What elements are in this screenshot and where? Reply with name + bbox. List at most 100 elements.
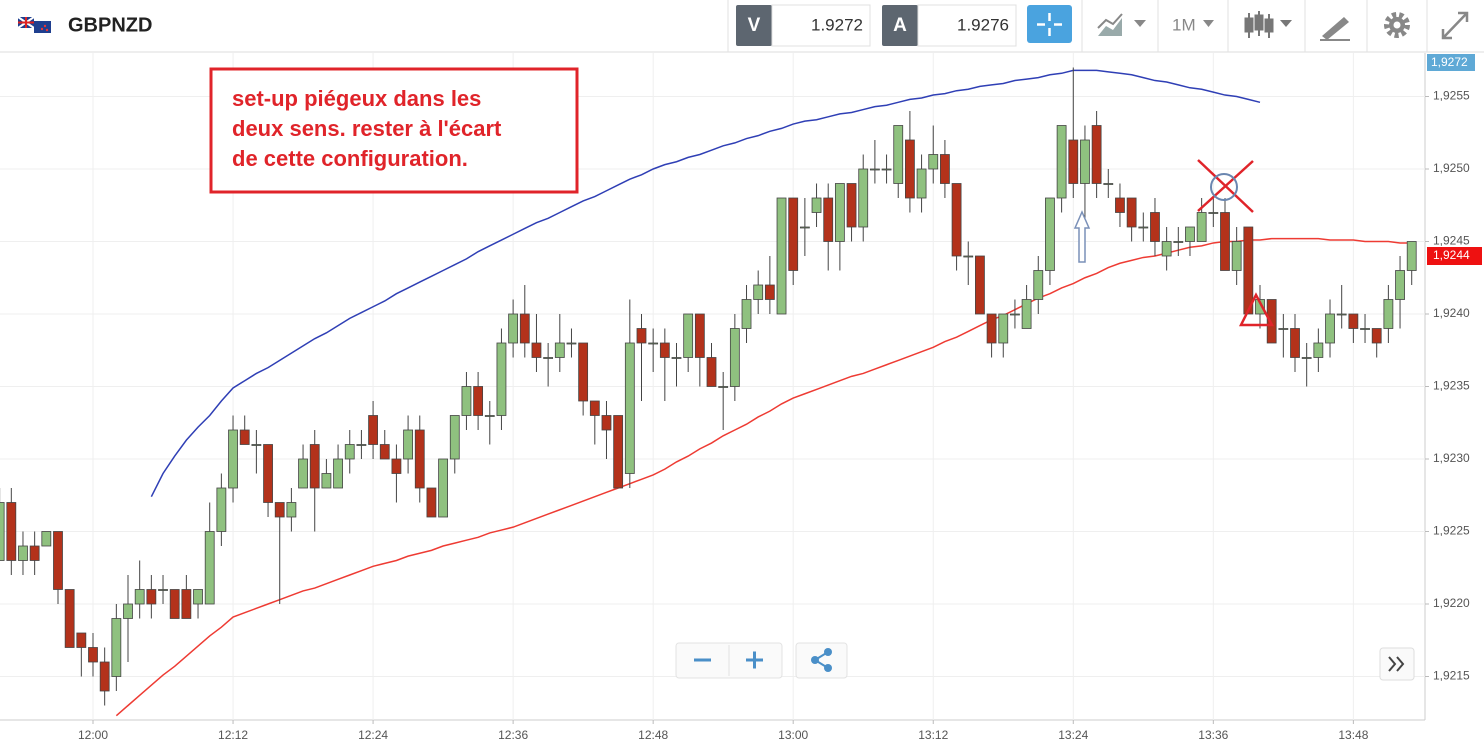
crosshair-button[interactable] bbox=[1027, 5, 1072, 43]
zoom-in-button[interactable] bbox=[746, 651, 763, 669]
candle-body bbox=[228, 429, 238, 489]
ask-label: A bbox=[893, 15, 907, 36]
candle-body bbox=[356, 444, 367, 446]
candle-body bbox=[1220, 212, 1230, 271]
settings-button[interactable] bbox=[1384, 12, 1410, 38]
candle-body bbox=[566, 342, 577, 345]
candle-body bbox=[403, 429, 413, 460]
share-button[interactable] bbox=[795, 642, 848, 679]
candle-body bbox=[18, 545, 28, 561]
candle-body bbox=[1045, 197, 1055, 271]
candle-body bbox=[811, 197, 822, 213]
candle-body bbox=[309, 444, 320, 489]
buy-button[interactable]: A 1.9276 bbox=[882, 4, 1017, 47]
y-tick-label: 1,9235 bbox=[1433, 379, 1470, 393]
candle-body bbox=[1371, 328, 1382, 344]
candle-body bbox=[461, 386, 472, 416]
candle-body bbox=[1115, 197, 1125, 213]
candle-body bbox=[0, 502, 5, 561]
annotation-line: de cette configuration. bbox=[232, 146, 468, 171]
candle-body bbox=[251, 444, 262, 446]
x-tick-label: 12:36 bbox=[498, 728, 528, 742]
candle-body bbox=[624, 342, 635, 474]
scroll-right-button[interactable] bbox=[1379, 647, 1415, 681]
price-tag bbox=[1427, 247, 1482, 265]
moving-averages bbox=[115, 69, 1412, 717]
candle-body bbox=[123, 603, 133, 619]
candle-body bbox=[1126, 197, 1137, 228]
candle-body bbox=[1103, 183, 1114, 185]
price-tag-label: 1,9244 bbox=[1433, 248, 1470, 262]
candle-body bbox=[1185, 226, 1195, 242]
candle-body bbox=[193, 589, 203, 605]
candle-body bbox=[508, 313, 519, 344]
up-arrow bbox=[1073, 210, 1091, 263]
candle-body bbox=[905, 139, 915, 199]
x-tick-label: 12:48 bbox=[638, 728, 668, 742]
candle-body bbox=[204, 531, 215, 605]
candle-body bbox=[1336, 313, 1347, 316]
candle-body bbox=[963, 255, 974, 258]
timeframe-button[interactable]: 1M bbox=[1172, 15, 1214, 34]
flag bbox=[17, 16, 51, 33]
candle-body bbox=[1255, 299, 1265, 315]
y-tick-label: 1,9245 bbox=[1433, 234, 1470, 248]
candle-body bbox=[834, 183, 845, 242]
candle-body bbox=[671, 357, 682, 359]
candle-body bbox=[321, 473, 332, 489]
candle-body bbox=[216, 487, 227, 532]
candle-body bbox=[1150, 212, 1160, 242]
candle-body bbox=[543, 357, 554, 359]
x-tick-label: 12:24 bbox=[358, 728, 388, 742]
annotation-box bbox=[209, 67, 579, 194]
candle-body bbox=[496, 342, 507, 416]
y-tick-label: 1,9225 bbox=[1433, 524, 1470, 538]
ask-price: 1.9276 bbox=[957, 15, 1009, 34]
candle-body bbox=[181, 589, 192, 619]
y-tick-label: 1,9240 bbox=[1433, 306, 1470, 320]
draw-tool-button[interactable] bbox=[1320, 17, 1350, 41]
candle-body bbox=[1290, 328, 1300, 358]
candle-body bbox=[601, 415, 612, 431]
candle-body bbox=[578, 342, 589, 402]
candle-body bbox=[1033, 270, 1044, 300]
sell-button[interactable]: V 1.9272 bbox=[736, 4, 871, 47]
candle-body bbox=[916, 168, 927, 199]
candle-body bbox=[706, 357, 717, 387]
candle-body bbox=[1010, 313, 1020, 316]
candle-body bbox=[1313, 342, 1324, 358]
candle-body bbox=[753, 284, 764, 300]
candle-body bbox=[1243, 226, 1254, 315]
triangle bbox=[1238, 292, 1275, 327]
candle-body bbox=[893, 125, 904, 184]
candle-body bbox=[846, 183, 857, 228]
candle-body bbox=[1138, 226, 1149, 229]
candles bbox=[0, 67, 1417, 706]
candle-body bbox=[1161, 241, 1172, 257]
candle-body bbox=[648, 342, 659, 345]
x-tick-label: 12:12 bbox=[218, 728, 248, 742]
candle-body bbox=[823, 197, 834, 242]
candle-body bbox=[776, 197, 787, 315]
candle-body bbox=[554, 342, 565, 358]
candle-body bbox=[473, 386, 484, 416]
zoom-controls bbox=[675, 642, 783, 679]
candle-body bbox=[158, 589, 168, 591]
candle-body bbox=[1325, 313, 1335, 344]
candle-body bbox=[1231, 241, 1242, 271]
y-tick-label: 1,9230 bbox=[1433, 451, 1470, 465]
y-tick-label: 1,9215 bbox=[1433, 669, 1470, 683]
candle-body bbox=[799, 226, 810, 229]
candle-body bbox=[1395, 270, 1405, 300]
chart-style-button[interactable] bbox=[1097, 13, 1146, 36]
x-tick-label: 13:36 bbox=[1198, 728, 1228, 742]
expand-button[interactable] bbox=[1441, 11, 1469, 40]
x-tick-label: 13:00 bbox=[778, 728, 808, 742]
candle-body bbox=[414, 429, 425, 489]
candle-body bbox=[1080, 139, 1090, 184]
candle-body bbox=[975, 255, 985, 315]
candle-body bbox=[484, 415, 495, 417]
moving-average-line bbox=[150, 69, 1261, 498]
candle-type-button[interactable] bbox=[1244, 11, 1292, 38]
